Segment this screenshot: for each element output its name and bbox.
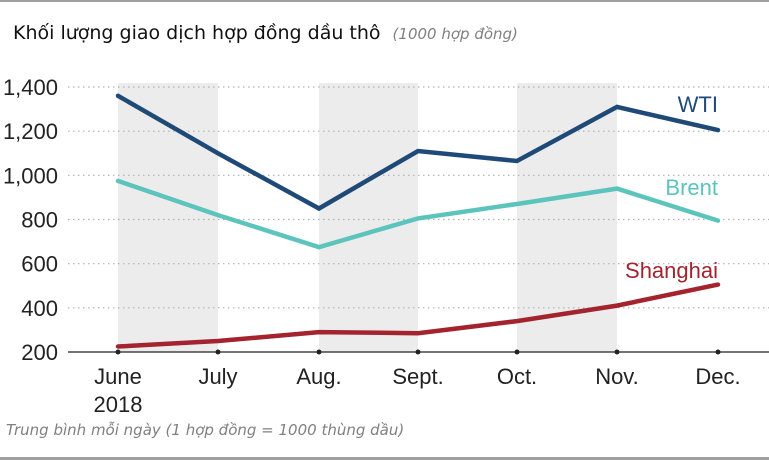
- line-chart: 200 400 600 800 1,000 1,200 1,400 June 2018 July A…: [3, 75, 769, 417]
- x-tick-label: Oct.: [497, 364, 537, 389]
- x-tick-label-year: 2018: [94, 392, 143, 417]
- x-tick-label: July: [198, 364, 237, 389]
- series-label-wti: WTI: [678, 92, 718, 117]
- y-tick-label: 800: [21, 208, 58, 233]
- series-label-shanghai: Shanghai: [625, 258, 718, 283]
- chart-title: Khối lượng giao dịch hợp đồng dầu thô (10…: [13, 22, 518, 44]
- footnote: Trung bình mỗi ngày (1 hợp đồng = 1000 t…: [6, 421, 405, 439]
- top-border: [0, 0, 769, 2]
- x-tick-dot: [316, 349, 322, 355]
- x-tick-dot: [415, 349, 421, 355]
- series-line-brent: [115, 178, 721, 250]
- series-line-wti: [115, 93, 721, 212]
- y-tick-label: 1,000: [3, 163, 58, 188]
- y-tick-label: 1,400: [3, 75, 58, 100]
- y-tick-label: 400: [21, 296, 58, 321]
- series-label-brent: Brent: [665, 175, 718, 200]
- series-line-shanghai: [115, 282, 721, 349]
- x-tick-label: Sept.: [392, 364, 443, 389]
- x-tick-dot: [715, 349, 721, 355]
- chart-unit: (1000 hợp đồng): [392, 25, 518, 43]
- y-tick-label: 600: [21, 252, 58, 277]
- y-tick-label: 1,200: [3, 119, 58, 144]
- x-tick-dot: [115, 349, 121, 355]
- chart-title-text: Khối lượng giao dịch hợp đồng dầu thô: [13, 22, 381, 44]
- x-tick-dot: [215, 349, 221, 355]
- x-tick-label: June: [94, 364, 142, 389]
- shaded-band: [118, 83, 218, 352]
- x-tick-label: Dec.: [695, 364, 740, 389]
- x-tick-dot: [514, 349, 520, 355]
- x-tick-label: Aug.: [296, 364, 341, 389]
- x-tick-label: Nov.: [595, 364, 639, 389]
- y-tick-label: 200: [21, 340, 58, 365]
- bottom-border: [0, 457, 769, 460]
- shaded-band: [319, 83, 418, 352]
- x-tick-dot: [614, 349, 620, 355]
